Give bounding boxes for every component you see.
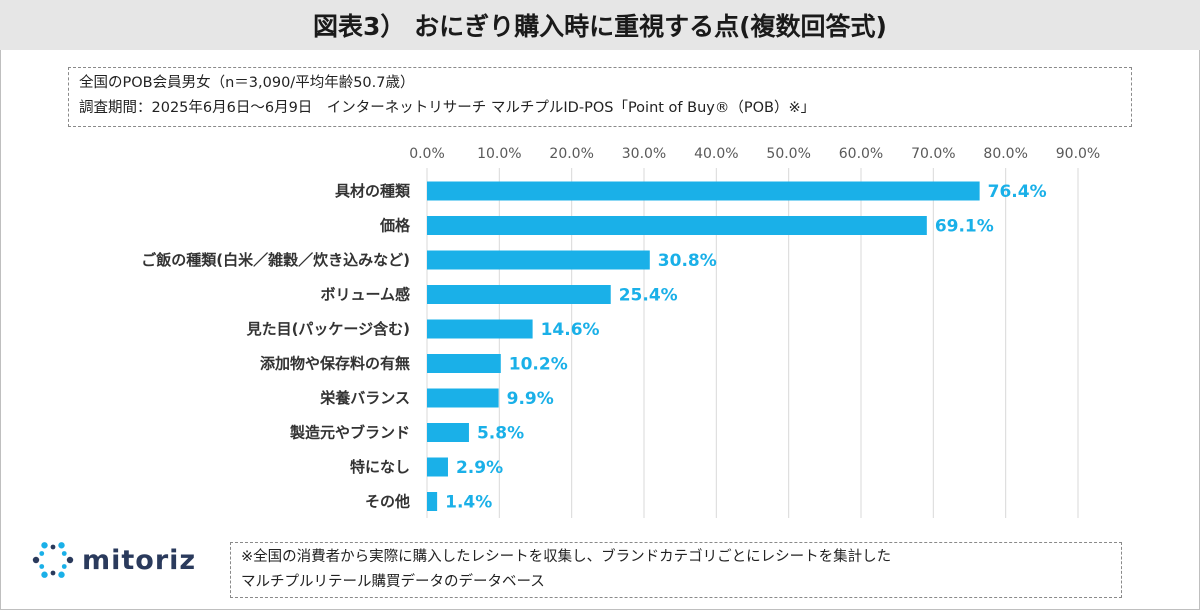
x-tick-label: 80.0% bbox=[983, 146, 1027, 162]
category-label: 製造元やブランド bbox=[289, 424, 410, 442]
category-label: 特になし bbox=[350, 458, 410, 476]
figure-title: 図表3） おにぎり購入時に重視する点(複数回答式) bbox=[0, 0, 1200, 50]
footnote-line-1: ※全国の消費者から実際に購入したレシートを収集し、ブランドカテゴリごとにレシート… bbox=[241, 549, 892, 565]
bar bbox=[427, 250, 650, 270]
bar bbox=[427, 216, 927, 235]
logo-dot bbox=[58, 571, 65, 578]
mitoriz-logo: mitoriz bbox=[30, 537, 196, 583]
x-tick-label: 20.0% bbox=[549, 146, 593, 162]
logo-dot bbox=[50, 544, 56, 550]
x-tick-label: 60.0% bbox=[839, 146, 883, 162]
x-tick-label: 70.0% bbox=[911, 146, 955, 162]
x-tick-label: 30.0% bbox=[622, 146, 666, 162]
category-label: 添加物や保存料の有無 bbox=[260, 355, 410, 373]
survey-info-box: 全国のPOB会員男女（n＝3,090/平均年齢50.7歳） 調査期間：2025年… bbox=[68, 67, 1132, 127]
bar bbox=[427, 388, 499, 408]
value-label: 1.4% bbox=[445, 493, 492, 513]
x-tick-label: 10.0% bbox=[477, 146, 521, 162]
category-label: 価格 bbox=[379, 217, 411, 235]
logo-dot bbox=[41, 571, 48, 578]
logo-dot bbox=[50, 570, 56, 576]
category-label: 見た目(パッケージ含む) bbox=[246, 320, 410, 338]
category-label: その他 bbox=[365, 493, 410, 511]
survey-period-text: 調査期間：2025年6月6日～6月9日 インターネットリサーチ マルチプルID-… bbox=[79, 100, 816, 116]
footnote-box: ※全国の消費者から実際に購入したレシートを収集し、ブランドカテゴリごとにレシート… bbox=[230, 542, 1122, 598]
x-tick-label: 0.0% bbox=[409, 146, 445, 162]
value-label: 30.8% bbox=[658, 251, 717, 271]
logo-dot bbox=[39, 551, 45, 556]
category-label: ご飯の種類(白米／雑穀／炊き込みなど) bbox=[141, 251, 410, 269]
value-label: 76.4% bbox=[988, 182, 1047, 202]
footnote-line-2: マルチプルリテール購買データのデータベース bbox=[241, 574, 545, 590]
logo-dot bbox=[66, 556, 74, 564]
value-label: 5.8% bbox=[477, 424, 524, 444]
value-label: 2.9% bbox=[456, 458, 503, 478]
logo-dot bbox=[32, 556, 40, 564]
value-label: 14.6% bbox=[541, 320, 600, 340]
logo-dot bbox=[41, 542, 48, 549]
mitoriz-logo-icon bbox=[32, 542, 74, 578]
value-label: 25.4% bbox=[619, 286, 678, 306]
logo-dot bbox=[61, 564, 67, 569]
bar-chart: 0.0% 10.0% 20.0% 30.0% 40.0% 50.0% 60.0% 70.0% 8… bbox=[141, 146, 1100, 518]
bar bbox=[427, 319, 533, 339]
bar bbox=[427, 285, 611, 304]
logo-dot bbox=[58, 542, 65, 549]
x-tick-label: 90.0% bbox=[1056, 146, 1100, 162]
category-label: 栄養バランス bbox=[319, 389, 410, 407]
category-label: ボリューム感 bbox=[320, 286, 410, 304]
bar bbox=[427, 457, 448, 477]
value-label: 69.1% bbox=[935, 217, 994, 237]
value-label: 9.9% bbox=[507, 389, 554, 409]
logo-text: mitoriz bbox=[82, 544, 197, 576]
category-label: 具材の種類 bbox=[335, 182, 411, 200]
value-label: 10.2% bbox=[509, 355, 568, 375]
logo-dot bbox=[39, 564, 45, 569]
bar bbox=[427, 423, 469, 442]
bar bbox=[427, 354, 501, 373]
bar bbox=[427, 492, 438, 511]
x-tick-label: 50.0% bbox=[766, 146, 810, 162]
x-tick-label: 40.0% bbox=[694, 146, 738, 162]
bar bbox=[427, 181, 980, 201]
survey-sample-text: 全国のPOB会員男女（n＝3,090/平均年齢50.7歳） bbox=[79, 75, 415, 91]
logo-dot bbox=[61, 551, 67, 556]
